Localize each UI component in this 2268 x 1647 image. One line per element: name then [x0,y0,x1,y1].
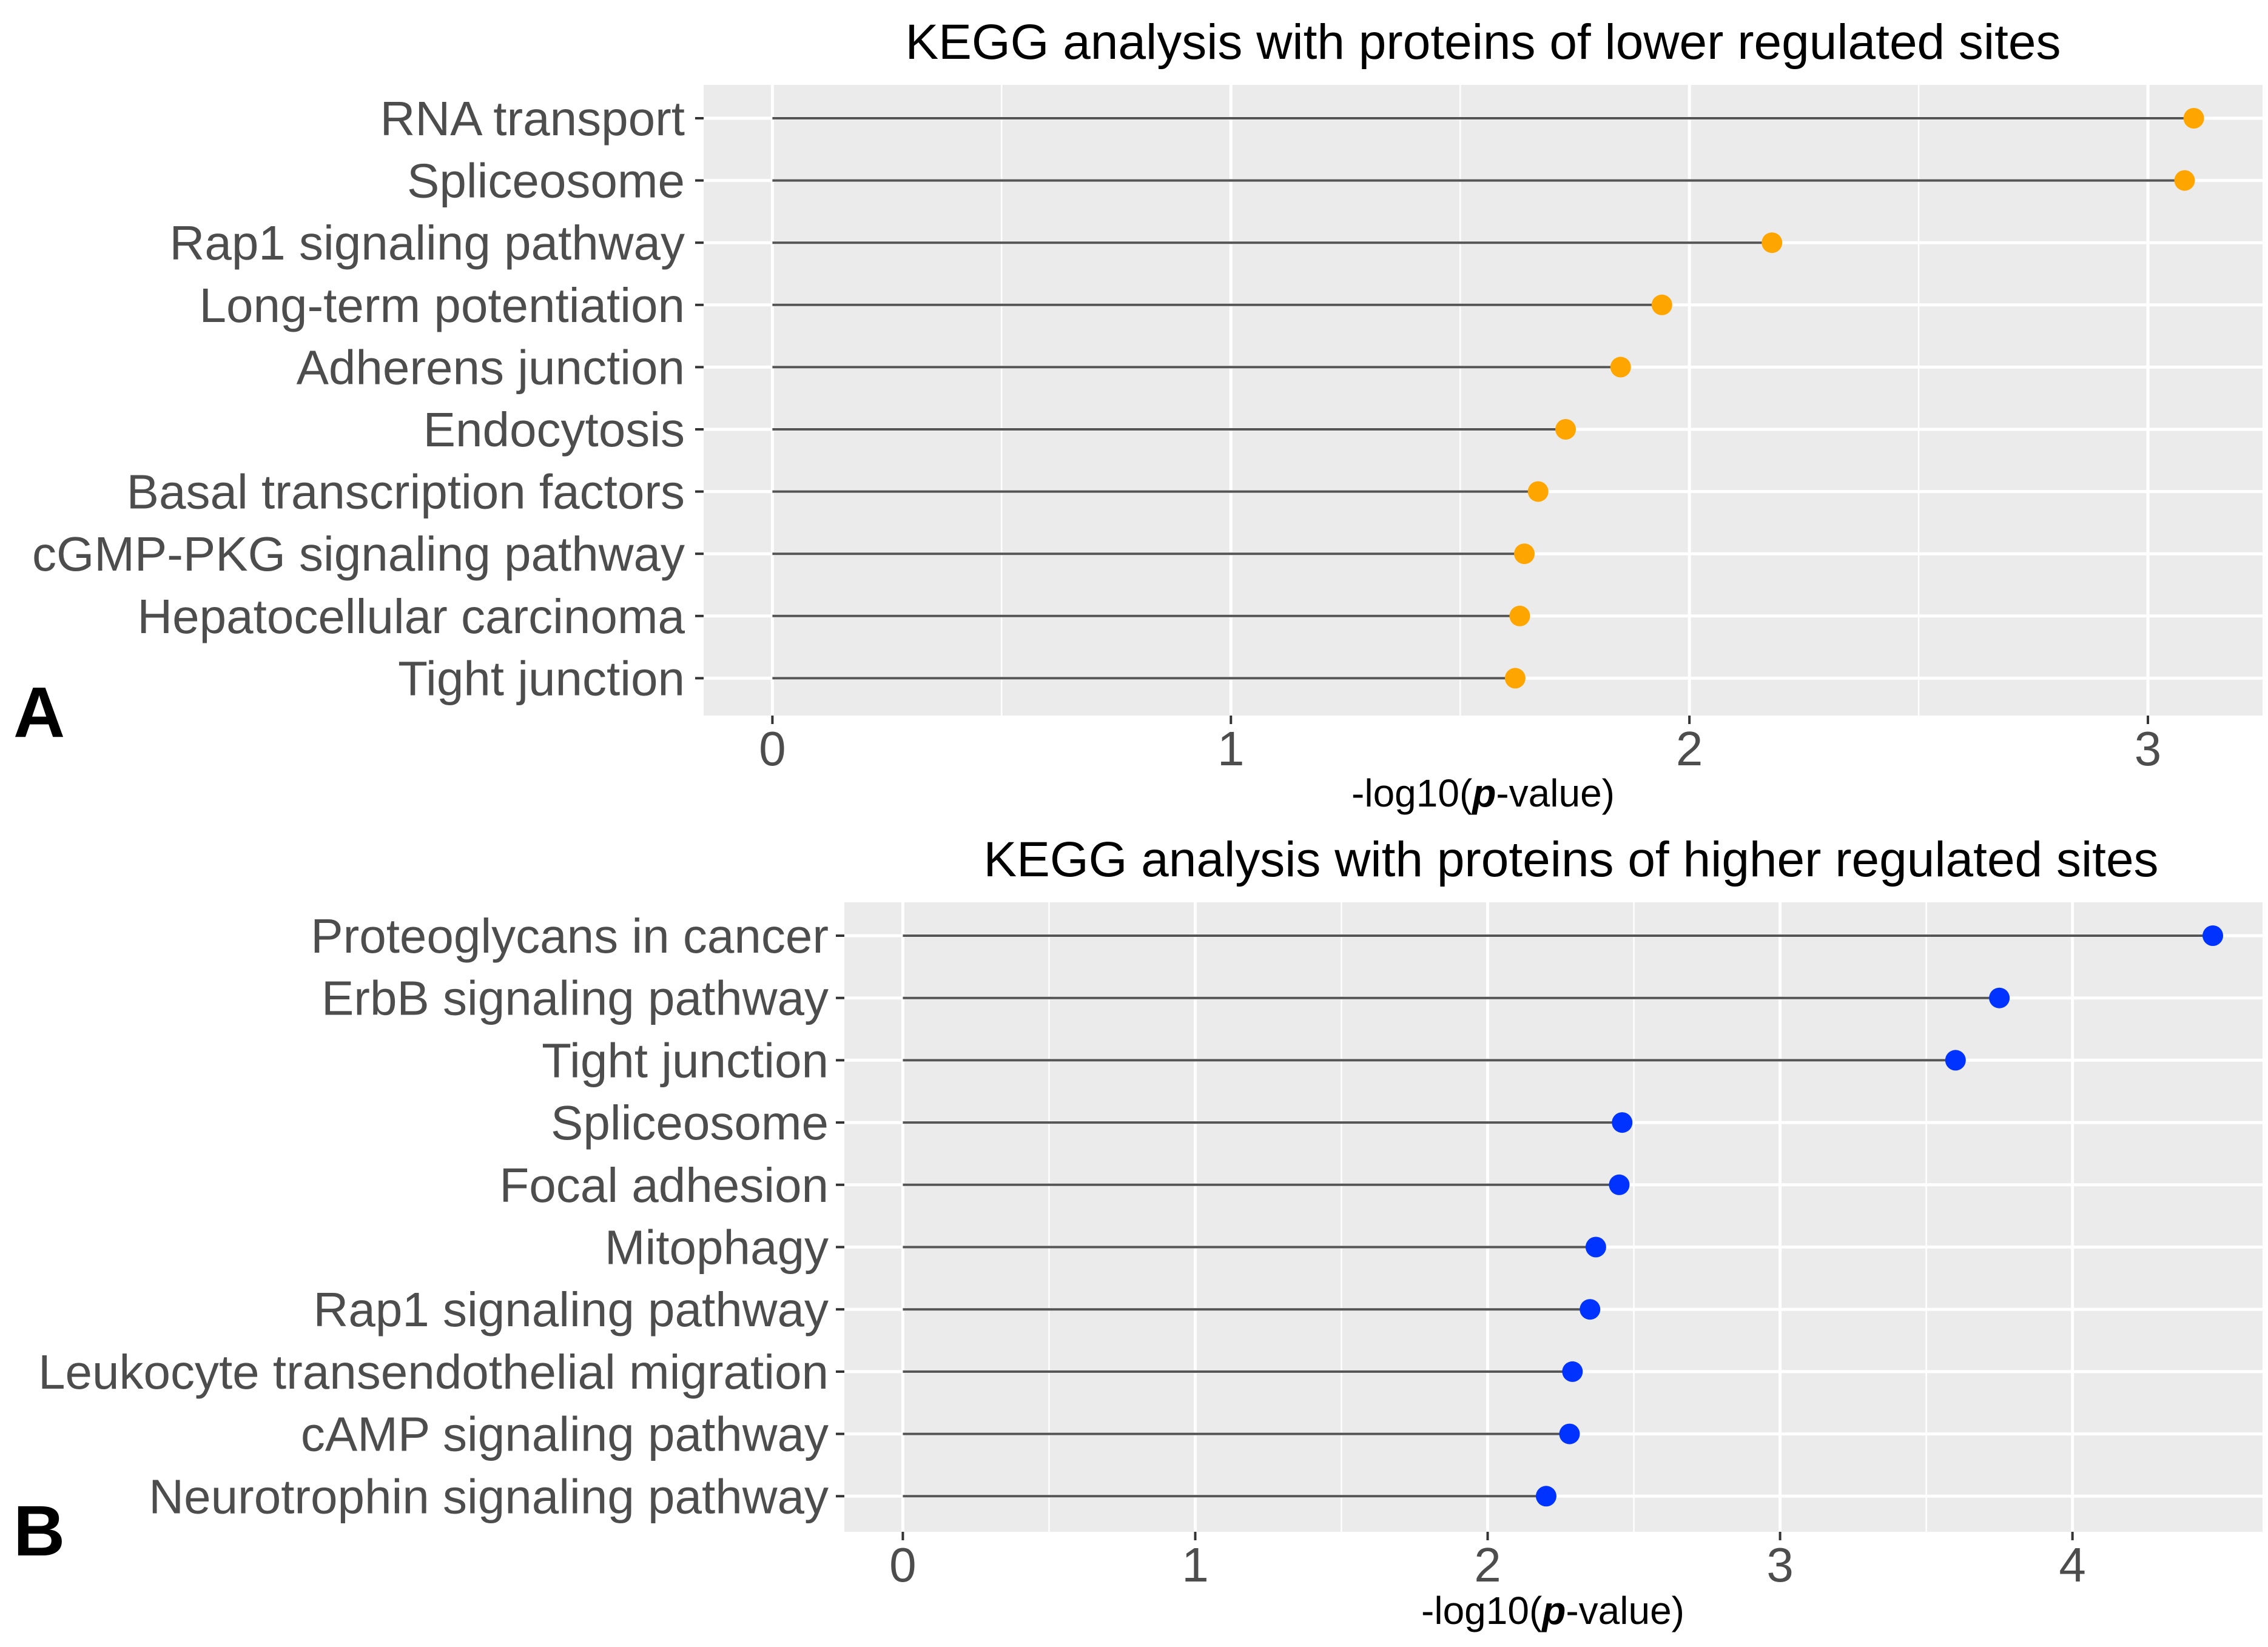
panel-a-xlabel-suffix: -value) [1496,771,1615,815]
panel-b-category-label: Rap1 signaling pathway [314,1283,829,1337]
panel-b-category-label: Mitophagy [605,1221,829,1275]
panel-a-category-label: cGMP-PKG signaling pathway [32,527,685,581]
panel-a-category-label: RNA transport [380,92,685,146]
panel-a-point [1527,481,1549,502]
panel-b-letter: B [13,1491,65,1571]
panel-b-x-axis-label: -log10(p-value) [1421,1589,1684,1632]
panel-a-x-ticks: 0 1 2 3 [759,716,2161,776]
panel-b-x-tick-label: 1 [1182,1538,1209,1592]
panel-b-point [1612,1112,1633,1133]
panel-a-point [1555,419,1576,440]
panel-b-category-label: Leukocyte transendothelial migration [38,1345,829,1399]
panel-b-category-label: Spliceosome [551,1096,829,1150]
panel-a-points [1504,108,2204,689]
panel-a-point [1762,232,1783,253]
panel-a-point [1651,294,1672,315]
panel-a-chart: KEGG analysis with proteins of lower reg… [13,15,2263,815]
panel-a-category-label: Hepatocellular carcinoma [137,589,685,643]
panel-a-segments [772,117,2194,680]
panel-a-x-tick-label: 2 [1676,722,1703,776]
panel-a-category-label: Basal transcription factors [127,465,685,519]
panel-b-point [1562,1361,1583,1382]
panel-a-point [1610,357,1631,378]
panel-a-x-axis-label: -log10(p-value) [1351,771,1615,815]
panel-b-title: KEGG analysis with proteins of higher re… [983,832,2158,887]
panel-b-point [1559,1423,1580,1444]
panel-a-xlabel-italic: p [1471,771,1496,815]
panel-a-category-label: Rap1 signaling pathway [170,216,685,270]
panel-b-point [2202,925,2224,946]
panel-a-category-label: Tight junction [398,651,685,705]
panel-b-x-tick-label: 3 [1766,1538,1794,1592]
panel-b-xlabel-suffix: -value) [1566,1589,1684,1632]
panel-b-x-tick-label: 2 [1474,1538,1501,1592]
panel-a-x-tick-label: 0 [759,722,786,776]
panel-b-points [1535,925,2224,1507]
panel-b-point [1609,1174,1630,1195]
panel-a-category-labels: RNA transport Spliceosome Rap1 signaling p… [32,92,704,705]
panel-b-category-labels: Proteoglycans in cancer ErbB signaling pa… [38,909,844,1523]
panel-a-point [2183,108,2204,129]
panel-a-point [1514,543,1535,565]
panel-b-category-label: Tight junction [542,1033,829,1087]
panel-b-xlabel-prefix: -log10( [1421,1589,1542,1632]
panel-b-point [1535,1486,1556,1507]
panel-a-title: KEGG analysis with proteins of lower reg… [905,15,2061,70]
panel-a-point [2174,170,2195,191]
panel-a-letter: A [13,673,65,753]
panel-a-x-tick-label: 3 [2135,722,2162,776]
panel-b-plot-background [844,902,2263,1532]
panel-b-category-label: Focal adhesion [499,1158,829,1212]
panel-a-category-label: Endocytosis [423,403,685,457]
panel-a-category-label: Adherens junction [297,340,685,394]
panel-b-point [1945,1050,1966,1071]
panel-b-segments [903,934,2213,1498]
panel-a-plot-background [704,85,2263,716]
panel-b-chart: KEGG analysis with proteins of higher re… [13,832,2263,1632]
panel-b-x-tick-label: 4 [2059,1538,2086,1592]
panel-b-category-label: cAMP signaling pathway [301,1407,829,1461]
panel-b-xlabel-italic: p [1541,1589,1566,1632]
panel-b-point [1585,1236,1606,1258]
panel-a-point [1509,605,1530,626]
panel-b-point [1989,987,2010,1008]
panel-b-point [1580,1299,1601,1320]
panel-a-xlabel-prefix: -log10( [1351,771,1472,815]
panel-a-x-tick-label: 1 [1217,722,1245,776]
panel-a-category-label: Spliceosome [407,154,685,208]
panel-b-x-ticks: 0 1 2 3 4 [889,1532,2086,1592]
panel-a-point [1504,668,1526,689]
panel-a-category-label: Long-term potentiation [199,278,685,332]
panel-b-category-label: Proteoglycans in cancer [311,909,829,963]
panel-b-category-label: ErbB signaling pathway [321,971,829,1025]
panel-b-x-tick-label: 0 [889,1538,917,1592]
panel-b-category-label: Neurotrophin signaling pathway [149,1469,829,1523]
